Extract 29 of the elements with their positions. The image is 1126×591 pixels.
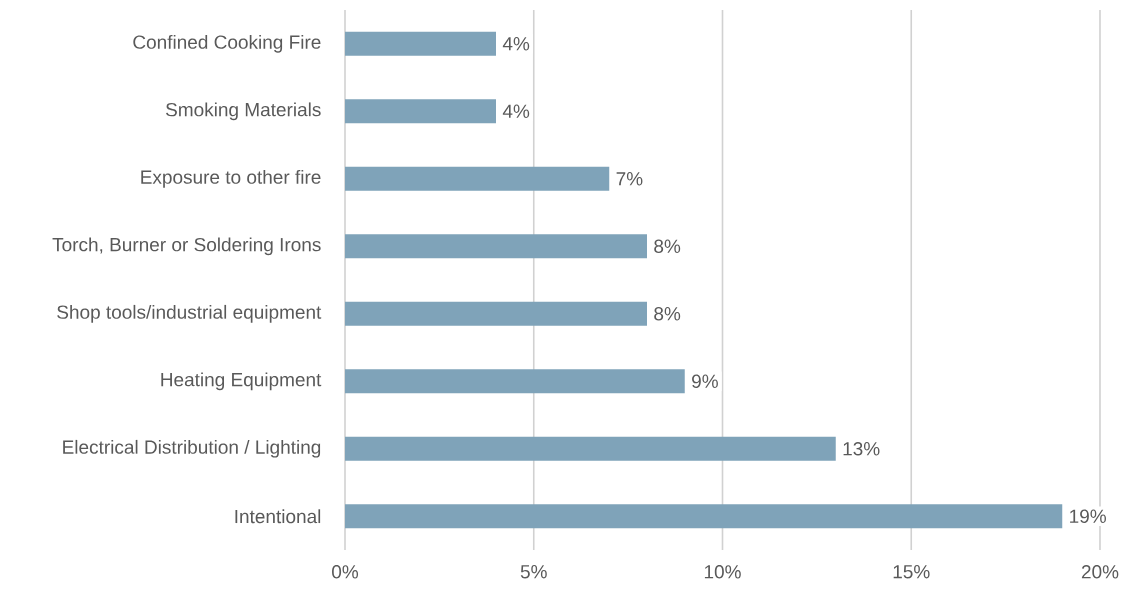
data-label: 8% <box>654 239 681 253</box>
y-tick-label: Heating Equipment <box>161 372 322 391</box>
data-label: 4% <box>502 37 530 51</box>
x-tick-label: 5% <box>520 565 547 579</box>
bar <box>345 504 1063 529</box>
y-tick-label: Torch, Burner or Soldering Irons <box>52 237 321 256</box>
bar <box>345 31 496 56</box>
bar <box>345 99 496 124</box>
x-tick-label: 20% <box>1081 565 1119 579</box>
data-label: 13% <box>843 442 880 456</box>
y-tick-label: Exposure to other fire <box>141 169 321 188</box>
x-tick-label: 15% <box>893 565 930 579</box>
data-label: 9% <box>692 374 718 388</box>
data-label: 7% <box>616 172 643 186</box>
data-label: 4% <box>502 104 530 118</box>
y-tick-label: Electrical Distribution / Lighting <box>63 439 321 458</box>
y-tick-label: Smoking Materials <box>166 102 321 121</box>
y-tick-label: Shop tools/industrial equipment <box>57 304 322 323</box>
data-label: 19% <box>1070 509 1106 523</box>
x-tick-label: 10% <box>704 565 741 579</box>
bar <box>345 301 647 326</box>
bar <box>345 436 836 461</box>
x-tick-label: 0% <box>332 565 359 579</box>
y-tick-label: Intentional <box>235 509 321 524</box>
y-tick-label: Confined Cooking Fire <box>133 34 321 53</box>
bar <box>345 369 685 394</box>
bar <box>345 234 647 259</box>
data-label: 8% <box>654 307 681 321</box>
bar <box>345 166 610 191</box>
